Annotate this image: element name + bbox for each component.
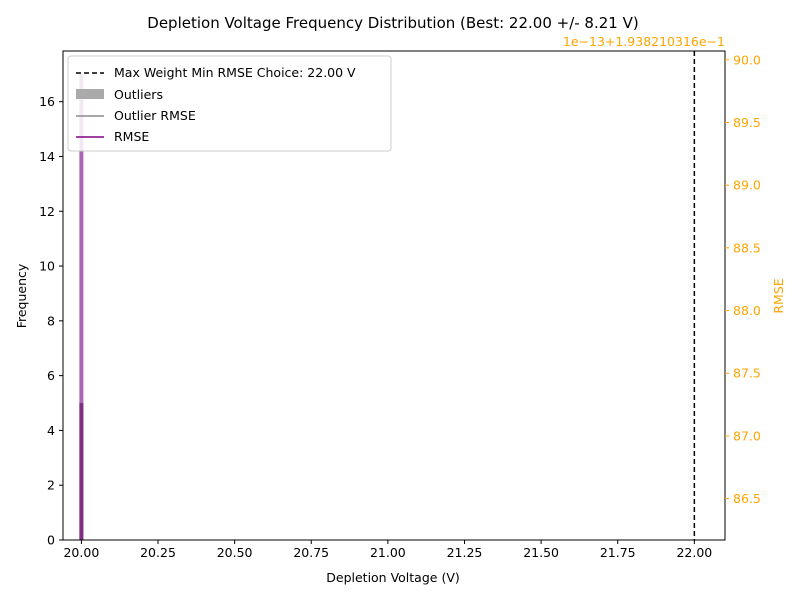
y-tick-label: 10 [39, 259, 55, 274]
x-tick-label: 20.50 [217, 545, 253, 560]
x-axis-title: Depletion Voltage (V) [326, 570, 460, 585]
x-tick-label: 20.75 [293, 545, 329, 560]
y2-tick-label: 87.0 [733, 428, 761, 443]
x-ticks-group: 20.00 20.25 20.50 20.75 21.00 21.25 21.50 21.75… [63, 540, 712, 560]
x-tick-label: 20.00 [63, 545, 99, 560]
y-tick-label: 16 [39, 94, 55, 109]
y-tick-label: 8 [47, 313, 55, 328]
legend-label-vline: Max Weight Min RMSE Choice: 22.00 V [114, 65, 356, 80]
y2-tick-label: 89.0 [733, 178, 761, 193]
y2-tick-label: 90.0 [733, 52, 761, 67]
y-tick-label: 0 [47, 533, 55, 548]
bar-outliers [79, 403, 84, 540]
legend: Max Weight Min RMSE Choice: 22.00 V Outl… [67, 55, 392, 152]
y2-tick-label: 88.0 [733, 303, 761, 318]
x-tick-label: 22.00 [676, 545, 712, 560]
x-tick-label: 21.25 [447, 545, 483, 560]
y2-tick-label: 89.5 [733, 115, 761, 130]
plot-frame [62, 50, 726, 541]
y2-tick-label: 87.5 [733, 366, 761, 381]
chart-title: Depletion Voltage Frequency Distribution… [147, 14, 638, 32]
x-tick-label: 21.00 [370, 545, 406, 560]
legend-label-outliers: Outliers [114, 87, 163, 102]
y-tick-label: 4 [47, 423, 55, 438]
x-tick-label: 21.75 [600, 545, 636, 560]
y-ticks-group: 0 2 4 6 8 10 12 14 16 [39, 94, 63, 548]
bar-rmse [79, 74, 84, 541]
legend-label-rmse: RMSE [114, 129, 149, 144]
y-tick-label: 6 [47, 368, 55, 383]
y2-axis-title: RMSE [771, 278, 786, 313]
y2-tick-label: 86.5 [733, 491, 761, 506]
y-tick-label: 2 [47, 478, 55, 493]
x-tick-label: 20.25 [140, 545, 176, 560]
legend-swatch-outliers [76, 89, 104, 99]
legend-label-outlier-rmse: Outlier RMSE [114, 108, 196, 123]
y-tick-label: 14 [39, 149, 55, 164]
y-axis-title: Frequency [14, 263, 29, 328]
y2-offset-text: 1e−13+1.938210316e−1 [563, 34, 725, 49]
bars-group [79, 74, 84, 541]
y2-tick-label: 88.5 [733, 240, 761, 255]
x-tick-label: 21.50 [523, 545, 559, 560]
legend-box [67, 55, 392, 152]
y2-ticks-group: 86.5 87.0 87.5 88.0 88.5 89.0 89.5 90.0 [725, 52, 761, 506]
y-tick-label: 12 [39, 204, 55, 219]
